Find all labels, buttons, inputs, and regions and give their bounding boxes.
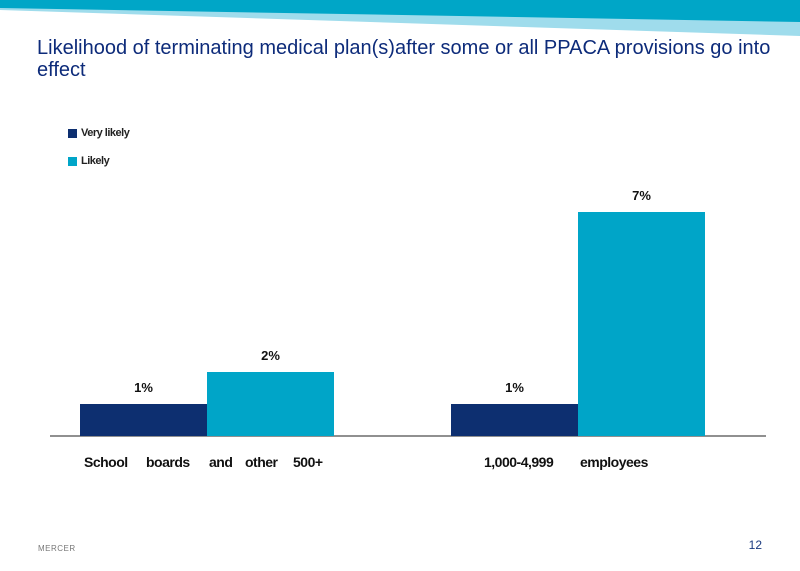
legend-item-likely: Likely (68, 154, 129, 168)
bar-likely-0 (207, 372, 334, 436)
data-label-very-likely-0: 1% (134, 380, 153, 395)
category-label-1-word-0: 1,000-4,999 (484, 454, 554, 470)
legend-label-very-likely: Very likely (81, 127, 130, 139)
data-label-likely-0: 2% (261, 348, 280, 363)
category-label-0-word-0: School (84, 454, 128, 470)
page-number: 12 (748, 538, 762, 552)
banner-dark-band (0, 0, 800, 22)
footer-brand: MERCER (38, 544, 76, 553)
chart-legend: Very likely Likely (68, 126, 130, 182)
header-banner (0, 0, 800, 36)
legend-swatch-very-likely (68, 128, 77, 138)
category-label-0-word-3: other (245, 454, 278, 470)
category-label-1-word-1: employees (580, 454, 648, 470)
bar-very-likely-1 (451, 404, 578, 436)
data-label-likely-1: 7% (632, 188, 651, 203)
category-label-0-word-1: boards (146, 454, 190, 470)
slide-title: Likelihood of terminating medical plan(s… (37, 37, 771, 81)
category-label-0-word-4: 500+ (293, 454, 323, 470)
category-label-0-word-2: and (209, 454, 233, 470)
legend-label-likely: Likely (81, 155, 110, 167)
legend-item-very-likely: Very likely (68, 126, 130, 140)
data-label-very-likely-1: 1% (505, 380, 524, 395)
bar-very-likely-0 (80, 404, 207, 436)
bar-likely-1 (578, 212, 705, 436)
legend-swatch-likely (68, 156, 77, 166)
